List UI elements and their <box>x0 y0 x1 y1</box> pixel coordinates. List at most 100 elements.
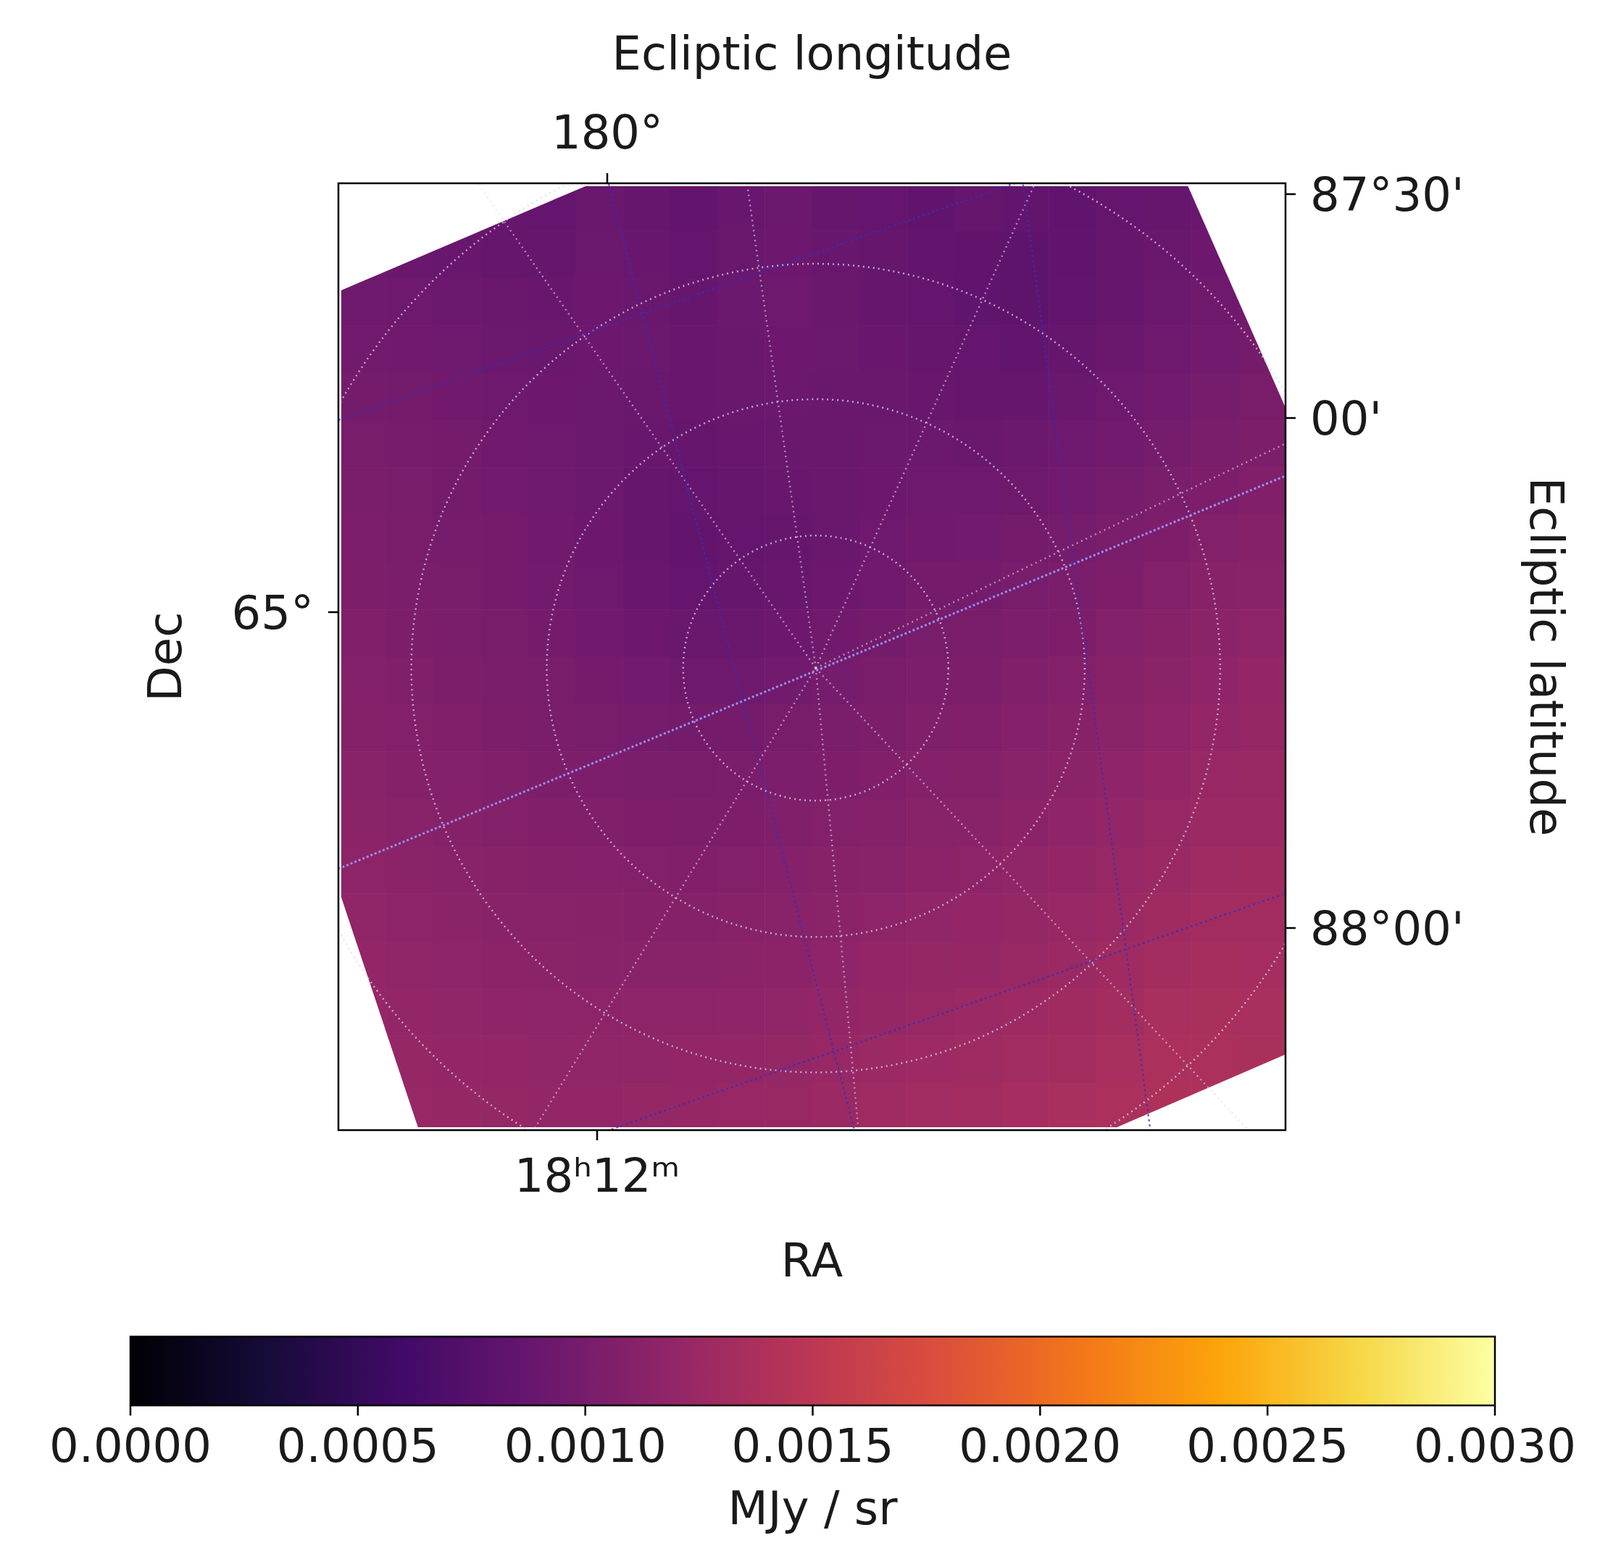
cell <box>433 420 482 469</box>
cell <box>338 514 387 563</box>
cell <box>622 183 671 232</box>
cell <box>954 278 1003 327</box>
tick-label: 180° <box>551 105 664 160</box>
cell <box>1238 420 1287 469</box>
cell <box>717 1035 766 1084</box>
cell <box>385 846 434 895</box>
ra-dec-line <box>338 183 1286 421</box>
cell <box>954 230 1003 279</box>
cell <box>1001 941 1050 990</box>
cell <box>622 657 671 706</box>
cell <box>1143 420 1192 469</box>
cell <box>954 514 1003 563</box>
cell <box>1048 372 1097 421</box>
cell <box>1048 1083 1097 1132</box>
tick-label: 65° <box>231 586 314 640</box>
cell <box>954 372 1003 421</box>
longitude-line <box>815 668 1258 1131</box>
cell <box>338 420 387 469</box>
cell <box>1048 988 1097 1037</box>
cell <box>527 372 576 421</box>
cell <box>954 1035 1003 1084</box>
cell <box>338 799 387 848</box>
cell <box>1048 467 1097 516</box>
cell <box>385 704 434 753</box>
cell <box>385 941 434 990</box>
cell <box>527 799 576 848</box>
cell <box>575 278 624 327</box>
cell <box>859 893 908 942</box>
cell <box>480 1083 529 1132</box>
cell <box>717 278 766 327</box>
cell <box>812 230 861 279</box>
cell <box>717 988 766 1037</box>
cell <box>906 230 955 279</box>
cell <box>669 751 718 800</box>
cell <box>338 893 387 942</box>
cell <box>433 751 482 800</box>
cell <box>527 1035 576 1084</box>
cell <box>906 941 955 990</box>
cell <box>1190 562 1239 611</box>
cell <box>1238 372 1287 421</box>
cell <box>575 1083 624 1132</box>
cell <box>433 325 482 374</box>
cell <box>669 988 718 1037</box>
cell <box>954 467 1003 516</box>
colorbar-tick <box>584 1405 587 1416</box>
cell <box>480 420 529 469</box>
cell <box>1238 467 1287 516</box>
cell <box>575 183 624 232</box>
cell <box>1190 230 1239 279</box>
cell <box>1001 278 1050 327</box>
cell <box>669 278 718 327</box>
cell <box>527 562 576 611</box>
colorbar-tick-label: 0.0030 <box>1413 1419 1577 1474</box>
cell <box>527 1083 576 1132</box>
cell <box>1048 562 1097 611</box>
longitude-line <box>745 183 816 669</box>
cell <box>669 799 718 848</box>
cell <box>717 893 766 942</box>
cell <box>717 799 766 848</box>
cell <box>1143 562 1192 611</box>
cell <box>669 372 718 421</box>
cell <box>1143 657 1192 706</box>
cell <box>1096 1083 1145 1132</box>
cell <box>575 420 624 469</box>
cell <box>433 230 482 279</box>
cell <box>1096 562 1145 611</box>
cell <box>1096 420 1145 469</box>
cell <box>480 657 529 706</box>
cell <box>575 657 624 706</box>
cell <box>812 467 861 516</box>
cell <box>1238 988 1287 1037</box>
cell <box>527 467 576 516</box>
cell <box>669 420 718 469</box>
cell <box>954 1083 1003 1132</box>
cell <box>764 799 813 848</box>
cell <box>1143 751 1192 800</box>
colorbar-tick <box>357 1405 360 1416</box>
cell <box>480 562 529 611</box>
cell <box>385 325 434 374</box>
cell <box>764 1083 813 1132</box>
cell <box>575 893 624 942</box>
tick <box>596 1130 599 1141</box>
colorbar-tick <box>1266 1405 1269 1416</box>
cell <box>433 1035 482 1084</box>
cell <box>622 609 671 658</box>
cell <box>338 704 387 753</box>
cell <box>527 988 576 1037</box>
cell <box>717 941 766 990</box>
cell <box>812 799 861 848</box>
cell <box>812 704 861 753</box>
cell <box>622 846 671 895</box>
cell <box>385 514 434 563</box>
cell <box>859 704 908 753</box>
cell <box>575 1035 624 1084</box>
cell <box>575 751 624 800</box>
cell <box>764 1035 813 1084</box>
cell <box>717 657 766 706</box>
cell <box>764 467 813 516</box>
